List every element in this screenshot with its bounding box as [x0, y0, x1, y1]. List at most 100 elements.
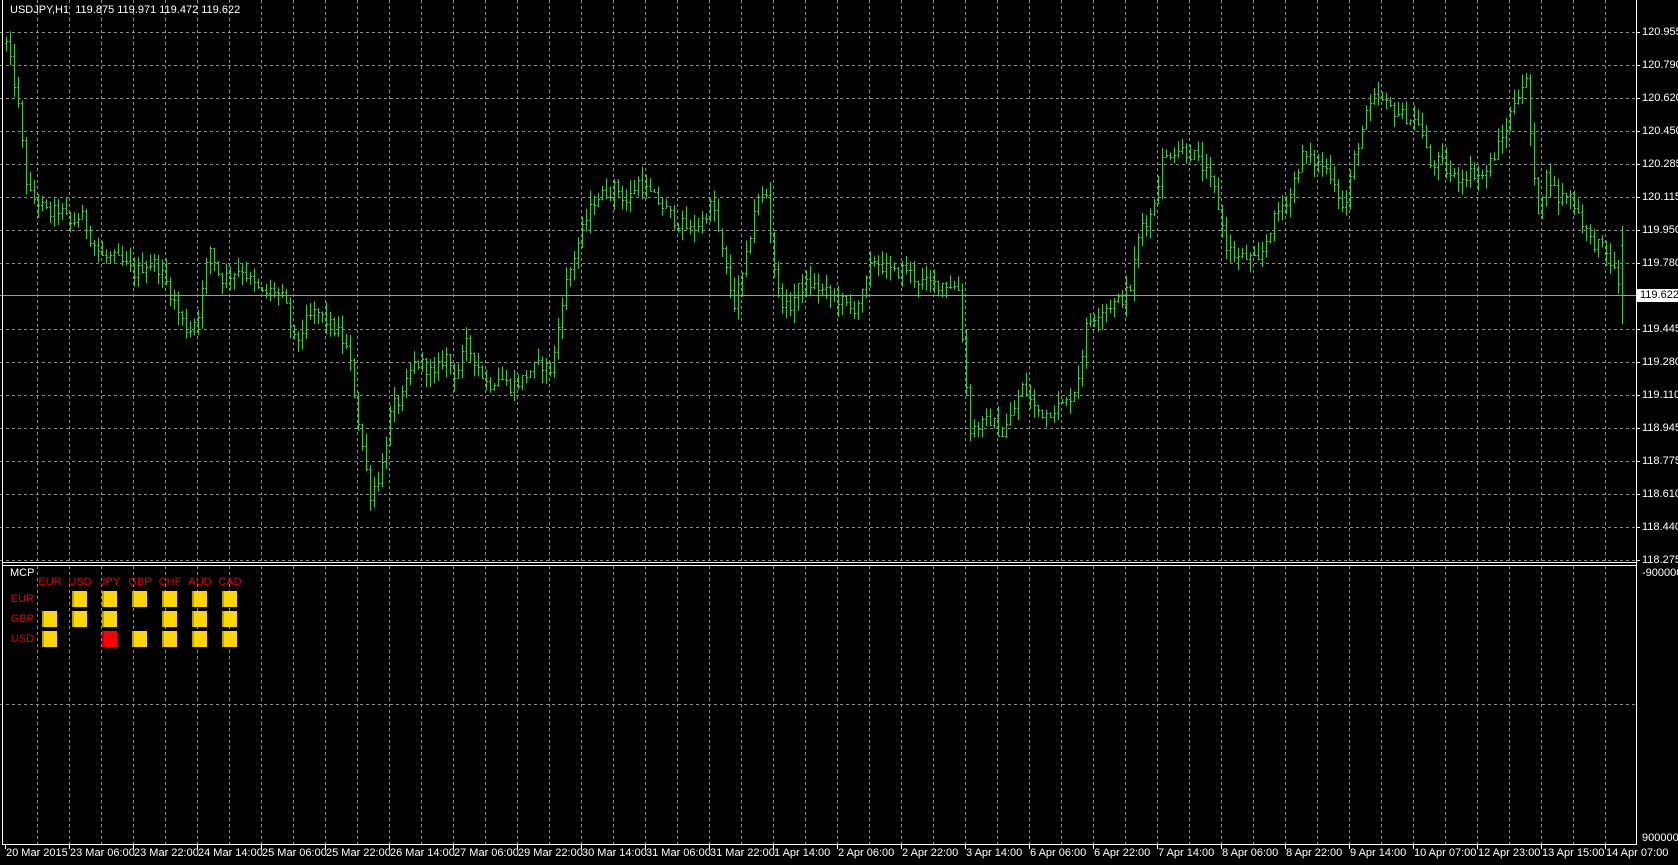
ohlc-bar	[177, 291, 180, 326]
ohlc-bar	[1353, 150, 1356, 180]
ohlc-bar	[1197, 141, 1200, 162]
ohlc-bar	[369, 465, 372, 511]
indicator-axis-bottom: 90000000	[1642, 832, 1678, 844]
price-label: 119.280	[1642, 356, 1678, 368]
ohlc-bar	[137, 257, 140, 287]
ohlc-bar	[585, 208, 588, 232]
ohlc-bar	[877, 255, 880, 276]
ohlc-bar	[637, 176, 640, 197]
ohlc-bar	[225, 263, 228, 289]
ohlc-bar	[569, 267, 572, 287]
ohlc-bar	[1457, 166, 1460, 192]
ohlc-bar	[1077, 365, 1080, 399]
ohlc-bar	[1609, 243, 1612, 274]
ohlc-bar	[425, 357, 428, 388]
ohlc-bar	[253, 268, 256, 292]
ohlc-bar	[389, 405, 392, 446]
ohlc-bar	[1529, 74, 1532, 146]
ohlc-bar	[565, 267, 568, 310]
ohlc-bar	[165, 258, 168, 286]
ohlc-bar	[1221, 205, 1224, 238]
chart-header: USDJPY,H1 119.875 119.971 119.472 119.62…	[10, 4, 240, 16]
ohlc-bar	[1133, 246, 1136, 302]
ohlc-bar	[1537, 177, 1540, 215]
ohlc-bar	[33, 179, 36, 205]
ohlc-bar	[441, 350, 444, 370]
ohlc-bar	[1577, 198, 1580, 214]
ohlc-bar	[241, 263, 244, 286]
ohlc-bar	[885, 253, 888, 279]
ohlc-bar	[93, 239, 96, 256]
ohlc-bar	[433, 357, 436, 384]
ohlc-bar	[1021, 382, 1024, 398]
ohlc-bar	[1385, 92, 1388, 110]
time-label: 25 Mar 06:00	[262, 847, 327, 859]
ohlc-bar	[193, 318, 196, 336]
ohlc-bar	[1037, 405, 1040, 417]
ohlc-bar	[573, 251, 576, 281]
ohlc-bar	[1621, 225, 1624, 325]
ohlc-bar	[665, 199, 668, 209]
ohlc-bar	[873, 256, 876, 267]
ohlc-bar	[209, 246, 212, 275]
ohlc-bar	[1321, 152, 1324, 177]
matrix-cell-yellow	[162, 611, 177, 627]
ohlc-bar	[217, 261, 220, 277]
ohlc-bar	[553, 345, 556, 378]
ohlc-bar	[701, 210, 704, 234]
ohlc-bar	[1165, 149, 1168, 158]
ohlc-bar	[61, 203, 64, 221]
ohlc-bar	[157, 254, 160, 284]
ohlc-bar	[337, 316, 340, 337]
ohlc-bar	[1177, 141, 1180, 159]
ohlc-bar	[1445, 147, 1448, 179]
ohlc-bar	[737, 275, 740, 320]
ohlc-bar	[517, 374, 520, 390]
ohlc-bar	[485, 369, 488, 391]
ohlc-bar	[1093, 313, 1096, 327]
ohlc-bar	[1157, 175, 1160, 205]
ohlc-bar	[1101, 304, 1104, 331]
ohlc-bar	[181, 310, 184, 326]
ohlc-bar	[1593, 228, 1596, 253]
ohlc-bar	[653, 188, 656, 193]
time-label: 12 Apr 23:00	[1478, 847, 1541, 859]
ohlc-bar	[581, 216, 584, 249]
ohlc-bar	[373, 476, 376, 508]
ohlc-bar	[1505, 117, 1508, 149]
current-price-label: 119.622	[1637, 288, 1678, 302]
ohlc-bar	[809, 266, 812, 296]
ohlc-bar	[629, 180, 632, 213]
price-label: 120.450	[1642, 125, 1678, 137]
ohlc-bar	[1173, 147, 1176, 163]
ohlc-bar	[1449, 160, 1452, 183]
time-label: 23 Mar 22:00	[134, 847, 199, 859]
ohlc-bar	[73, 212, 76, 226]
ohlc-bar	[729, 254, 732, 298]
ohlc-bar	[1541, 195, 1544, 220]
ohlc-bar	[1065, 396, 1068, 407]
ohlc-bar	[377, 471, 380, 492]
ohlc-bar	[125, 251, 128, 266]
ohlc-bar	[897, 266, 900, 279]
grid-lines	[0, 0, 1640, 844]
ohlc-bar	[1405, 101, 1408, 125]
ohlc-bar	[657, 186, 660, 205]
price-label: 120.620	[1642, 92, 1678, 104]
ohlc-bar	[1461, 169, 1464, 195]
ohlc-bar	[1085, 317, 1088, 369]
ohlc-bar	[309, 303, 312, 320]
ohlc-bar	[881, 251, 884, 275]
ohlc-bar	[821, 283, 824, 297]
price-label: 118.775	[1642, 455, 1678, 467]
ohlc-bar	[597, 193, 600, 207]
time-label: 31 Mar 06:00	[646, 847, 711, 859]
ohlc-bar	[1585, 224, 1588, 241]
ohlc-bar	[1469, 155, 1472, 189]
ohlc-bar	[361, 423, 364, 451]
price-label: 119.110	[1642, 389, 1678, 401]
ohlc-bar	[733, 277, 736, 312]
ohlc-bar	[261, 286, 264, 293]
ohlc-bar	[981, 416, 984, 438]
